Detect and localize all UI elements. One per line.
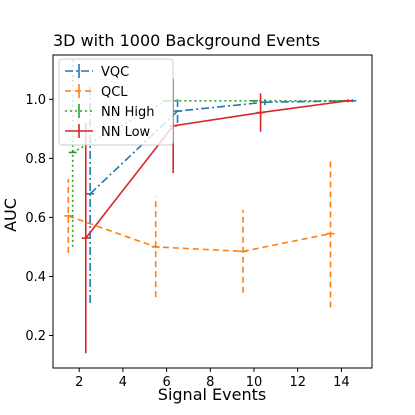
x-tick-label-3: 8 bbox=[206, 375, 214, 390]
legend-label-vqc: VQC bbox=[101, 65, 129, 80]
legend-label-nn-high: NN High bbox=[101, 105, 154, 120]
axes: 2 4 6 8 10 12 14 0.2 0.4 0.6 0.8 1.0 bbox=[25, 54, 373, 390]
legend-label-qcl: QCL bbox=[101, 85, 128, 100]
x-axis-label: Signal Events bbox=[158, 385, 266, 404]
series-line-vqc bbox=[89, 99, 353, 195]
series-line-nn-low bbox=[85, 99, 349, 239]
y-tick-label-3: 0.8 bbox=[25, 152, 46, 167]
y-tick-label-4: 1.0 bbox=[25, 93, 46, 108]
series-line-qcl bbox=[68, 215, 331, 253]
y-tick-label-2: 0.6 bbox=[25, 211, 46, 226]
plot-area bbox=[64, 57, 357, 354]
y-tick-label-0: 0.2 bbox=[25, 329, 46, 344]
x-tick-label-0: 2 bbox=[75, 375, 83, 390]
chart-title: 3D with 1000 Background Events bbox=[53, 31, 320, 50]
x-tick-label-5: 12 bbox=[289, 375, 306, 390]
series-line-nn-high bbox=[72, 99, 342, 154]
x-tick-label-6: 14 bbox=[333, 375, 350, 390]
legend-label-nn-low: NN Low bbox=[101, 125, 151, 140]
x-tick-label-4: 10 bbox=[246, 375, 263, 390]
y-axis-label: AUC bbox=[1, 198, 20, 232]
y-tick-label-1: 0.4 bbox=[25, 270, 46, 285]
plot-frame bbox=[52, 54, 373, 369]
x-tick-label-1: 4 bbox=[119, 375, 127, 390]
x-tick-label-2: 6 bbox=[162, 375, 170, 390]
legend-box bbox=[58, 58, 174, 146]
series-qcl bbox=[64, 159, 335, 308]
legend: VQC QCL NN High NN Low bbox=[58, 58, 174, 146]
